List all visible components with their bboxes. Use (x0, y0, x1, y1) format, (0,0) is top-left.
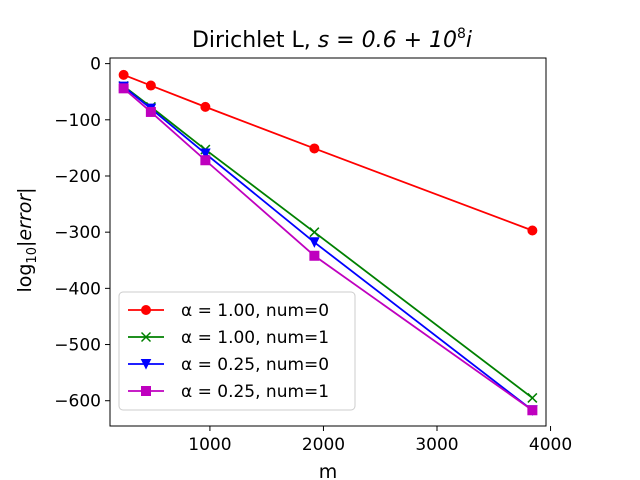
data-point-x-stroke (309, 227, 320, 238)
chart-title-suffix: i (466, 28, 472, 53)
data-point-square (527, 405, 538, 416)
y-tick-label: −200 (54, 167, 101, 187)
data-point-circle (200, 101, 211, 112)
plot-frame (109, 57, 547, 427)
data-point-x (309, 227, 320, 238)
y-axis-label-rest: |error| (14, 187, 36, 247)
data-point-square (200, 155, 211, 166)
x-axis-ticks: 1000 2000 3000 4000 (188, 426, 572, 455)
y-axis-ticks: 0 −100 −200 −300 −400 −500 −600 (54, 55, 110, 412)
chart-title-prefix: Dirichlet L, (192, 28, 318, 53)
legend-label: α = 1.00, num=1 (181, 328, 329, 348)
x-tick-label: 4000 (529, 435, 572, 455)
y-tick-label: −400 (54, 279, 101, 299)
legend: α = 1.00, num=0 α = 1.00, num=1 α = 0.25, … (118, 291, 356, 411)
y-tick-label: 0 (90, 55, 101, 75)
data-point-x (527, 392, 538, 403)
x-tick-label: 2000 (302, 435, 345, 455)
data-point-x-stroke (527, 392, 538, 403)
x-axis-label: m (319, 461, 338, 480)
y-tick-label: −100 (54, 111, 101, 131)
y-tick-label: −300 (54, 223, 101, 243)
legend-entry: α = 1.00, num=1 (128, 328, 329, 348)
legend-box (118, 291, 356, 411)
data-point-triangle (140, 359, 152, 370)
x-tick-label: 3000 (415, 435, 458, 455)
data-point-circle (309, 143, 320, 154)
data-point-circle (145, 80, 156, 91)
data-point-circle (527, 225, 538, 236)
series-line (123, 74, 533, 232)
data-point-x-stroke (140, 331, 152, 343)
legend-label: α = 1.00, num=0 (181, 301, 329, 321)
chart-title-math: s = 0.6 + 10 (318, 28, 457, 53)
y-tick-label: −600 (54, 392, 101, 412)
data-point-square (118, 83, 129, 94)
data-point-circle (141, 305, 151, 315)
y-axis-label-sub: 10 (25, 247, 40, 264)
data-point-triangle (309, 237, 320, 248)
y-tick-label: −500 (54, 336, 101, 356)
series-3 (118, 83, 538, 416)
x-tick-label: 1000 (188, 435, 231, 455)
data-point-circle (118, 69, 129, 80)
chart-title-exponent: 8 (457, 26, 466, 42)
data-point-square (141, 386, 151, 396)
data-point-triangle (200, 148, 211, 160)
chart-title: Dirichlet L, s = 0.6 + 108i (192, 26, 472, 53)
y-axis-label-main: log (14, 264, 36, 293)
series-0 (118, 69, 538, 236)
data-point-square (145, 106, 156, 117)
legend-entry: α = 0.25, num=0 (128, 355, 329, 375)
y-axis-label: log10|error| (14, 187, 40, 292)
legend-entry: α = 0.25, num=1 (128, 382, 329, 402)
data-point-square (309, 250, 320, 261)
series-layer (118, 69, 538, 416)
legend-label: α = 0.25, num=1 (181, 382, 329, 402)
legend-label: α = 0.25, num=0 (181, 355, 329, 375)
data-point-x (140, 331, 152, 343)
plot-area (109, 57, 547, 427)
legend-entry: α = 1.00, num=0 (128, 301, 329, 321)
